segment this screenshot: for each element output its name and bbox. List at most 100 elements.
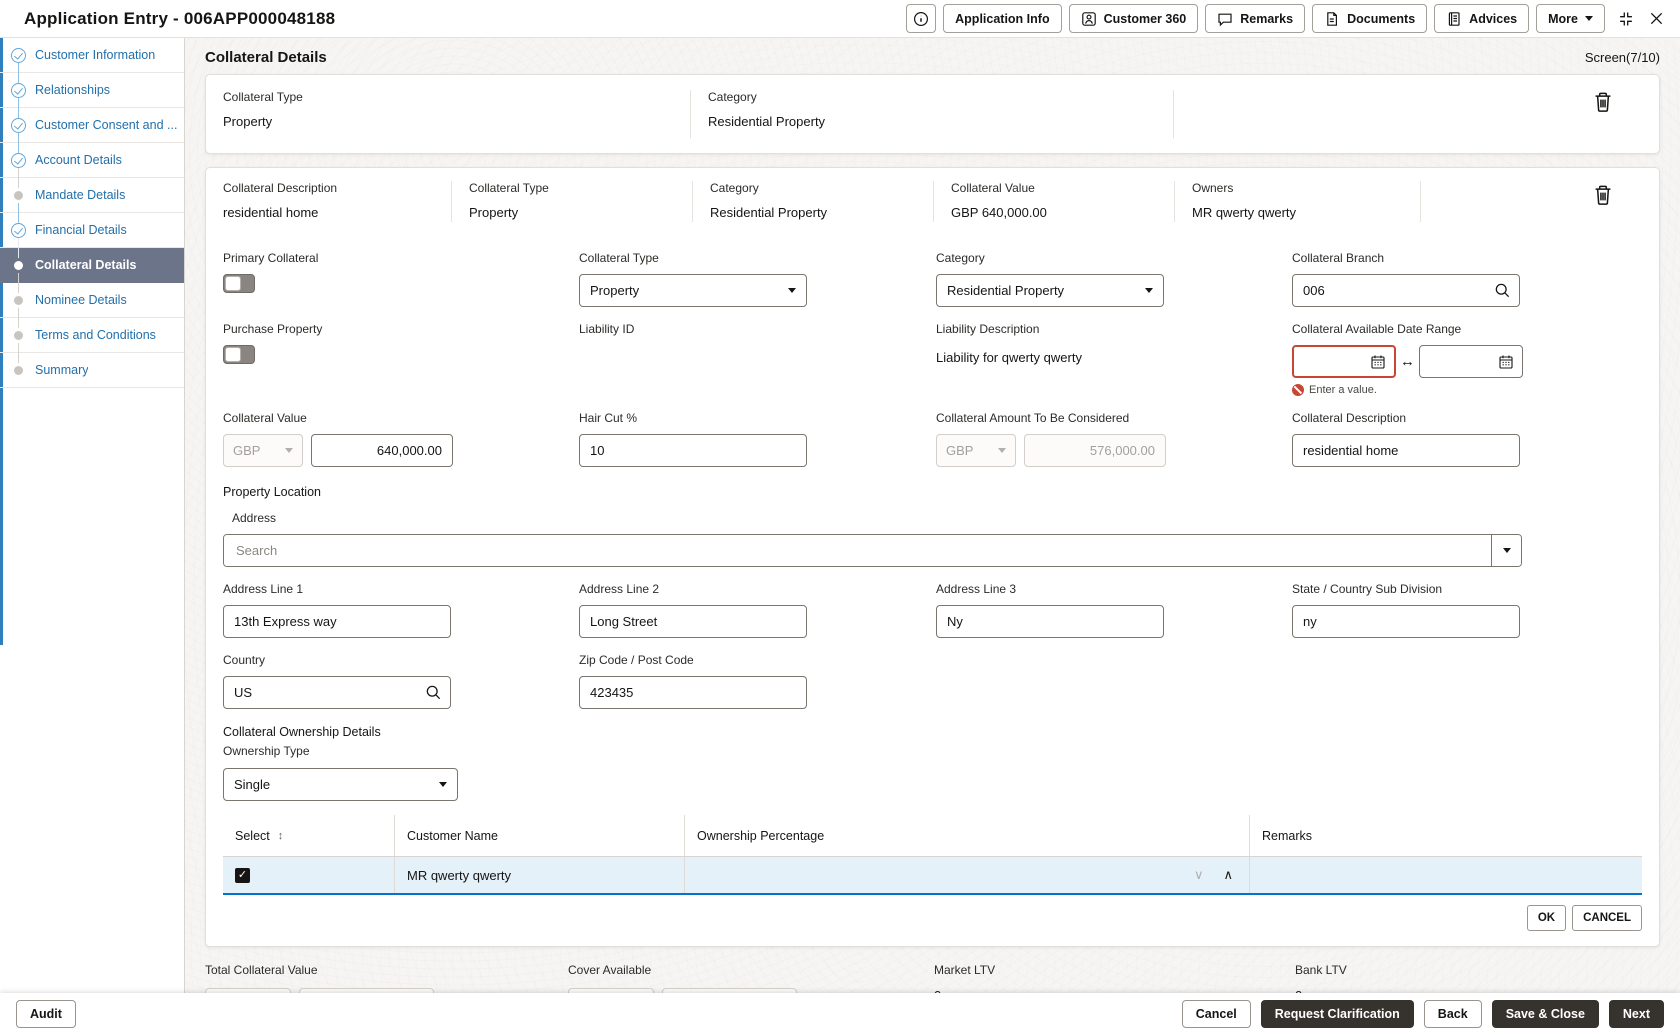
- collateral-type-label: Collateral Type: [579, 251, 659, 265]
- search-icon[interactable]: [1494, 282, 1511, 299]
- primary-collateral-toggle[interactable]: [223, 274, 255, 293]
- info-button[interactable]: [906, 4, 937, 33]
- search-icon[interactable]: [425, 684, 442, 701]
- chevron-down-icon: [788, 288, 796, 293]
- close-button[interactable]: [1647, 9, 1666, 28]
- advices-label: Advices: [1469, 11, 1518, 26]
- step-todo-icon: [11, 365, 26, 375]
- next-button[interactable]: Next: [1608, 1000, 1664, 1028]
- address-label: Address: [232, 511, 277, 525]
- sidebar-item-label: Customer Information: [35, 48, 156, 62]
- zip-input[interactable]: [579, 676, 807, 709]
- sidebar-item-collateral-details[interactable]: Collateral Details: [0, 238, 184, 283]
- total-currency-select: GBP: [205, 988, 291, 993]
- collateral-value-input[interactable]: [311, 434, 453, 467]
- chevron-down-icon[interactable]: ∨: [1193, 867, 1204, 882]
- collateral-value-currency-select: GBP: [223, 434, 303, 467]
- sidebar-item-mandate-details[interactable]: Mandate Details: [0, 168, 184, 213]
- documents-icon: [1324, 11, 1340, 27]
- delete-collateral-button[interactable]: [1592, 183, 1614, 207]
- sort-icon[interactable]: ↕: [277, 830, 284, 842]
- address-line3-input[interactable]: [936, 605, 1164, 638]
- market-ltv-label: Market LTV: [934, 963, 996, 977]
- column-header-label: Remarks: [1262, 829, 1313, 843]
- address-dropdown-button[interactable]: [1491, 535, 1521, 566]
- country-field: [223, 676, 451, 709]
- save-and-close-button[interactable]: Save & Close: [1491, 1000, 1599, 1028]
- advices-button[interactable]: Advices: [1434, 4, 1530, 33]
- sidebar-item-nominee-details[interactable]: Nominee Details: [0, 273, 184, 318]
- ownership-type-select[interactable]: Single: [223, 768, 458, 801]
- table-row[interactable]: ✓ MR qwerty qwerty ∨ ∧: [223, 857, 1642, 895]
- collateral-branch-input[interactable]: [1293, 275, 1494, 306]
- step-done-icon: [11, 152, 26, 168]
- address-line2-label: Address Line 2: [579, 582, 660, 596]
- address-line1-input[interactable]: [223, 605, 451, 638]
- calendar-icon[interactable]: [1370, 354, 1386, 370]
- field-value: Property: [469, 205, 519, 220]
- cover-available-input: [662, 988, 797, 993]
- collateral-description-input[interactable]: [1292, 434, 1520, 467]
- sidebar-item-customer-consent[interactable]: Customer Consent and ...: [0, 98, 184, 143]
- cancel-ownership-button[interactable]: CANCEL: [1572, 905, 1642, 931]
- column-header-label: Ownership Percentage: [697, 829, 825, 843]
- address-search-input[interactable]: [224, 535, 1491, 566]
- delete-collateral-button[interactable]: [1592, 90, 1614, 114]
- ok-button[interactable]: OK: [1526, 905, 1567, 931]
- liability-description-label: Liability Description: [936, 322, 1040, 336]
- more-label: More: [1548, 11, 1578, 26]
- category-select[interactable]: Residential Property: [936, 274, 1164, 307]
- collateral-detail-card: Collateral Description residential home …: [205, 167, 1660, 947]
- request-clarification-button[interactable]: Request Clarification: [1260, 1000, 1414, 1028]
- sidebar-item-account-details[interactable]: Account Details: [0, 133, 184, 178]
- step-done-icon: [11, 47, 26, 63]
- sidebar-item-terms-and-conditions[interactable]: Terms and Conditions: [0, 308, 184, 353]
- cancel-button[interactable]: Cancel: [1181, 1000, 1251, 1028]
- hair-cut-input[interactable]: [579, 434, 807, 467]
- chevron-up-icon[interactable]: ∧: [1223, 867, 1233, 882]
- date-to-input[interactable]: [1419, 345, 1523, 378]
- row-checkbox-checked[interactable]: ✓: [235, 867, 250, 883]
- audit-button[interactable]: Audit: [16, 1000, 76, 1028]
- selected-value: Residential Property: [947, 283, 1065, 298]
- documents-label: Documents: [1347, 11, 1416, 26]
- application-info-button[interactable]: Application Info: [943, 4, 1062, 33]
- collateral-summary-card: Collateral Type Property Category Reside…: [205, 74, 1660, 154]
- purchase-property-toggle[interactable]: [223, 345, 255, 364]
- step-done-icon: [11, 82, 26, 98]
- close-icon: [1649, 11, 1664, 26]
- chevron-down-icon: [285, 448, 293, 453]
- date-from-input[interactable]: [1292, 345, 1396, 378]
- customer-name-cell: MR qwerty qwerty: [394, 857, 684, 893]
- state-input[interactable]: [1292, 605, 1520, 638]
- calendar-icon[interactable]: [1498, 354, 1514, 370]
- collateral-type-select[interactable]: Property: [579, 274, 807, 307]
- sidebar-item-customer-information[interactable]: Customer Information: [0, 38, 184, 73]
- address-line2-input[interactable]: [579, 605, 807, 638]
- advices-icon: [1446, 11, 1462, 27]
- app-header: Application Entry - 006APP000048188 Appl…: [0, 0, 1680, 38]
- sidebar-item-summary[interactable]: Summary: [0, 343, 184, 388]
- resize-button[interactable]: [1616, 9, 1636, 29]
- collateral-branch-field: [1292, 274, 1520, 307]
- market-ltv-value: 0: [934, 988, 1295, 993]
- date-range-label: Collateral Available Date Range: [1292, 322, 1462, 336]
- field-value: Property: [223, 114, 273, 129]
- step-done-icon: [11, 117, 26, 133]
- ownership-percentage-cell: ∨ ∧: [684, 857, 1249, 893]
- total-collateral-value-label: Total Collateral Value: [205, 963, 318, 977]
- collateral-value-label: Collateral Value: [223, 411, 307, 425]
- back-button[interactable]: Back: [1423, 1000, 1482, 1028]
- liability-description-value: Liability for qwerty qwerty: [936, 350, 1082, 365]
- sidebar-item-relationships[interactable]: Relationships: [0, 63, 184, 108]
- stepper-progress-line: [0, 38, 3, 645]
- documents-button[interactable]: Documents: [1312, 4, 1428, 33]
- customer-360-button[interactable]: Customer 360: [1068, 4, 1199, 33]
- country-input[interactable]: [224, 677, 425, 708]
- field-label: Collateral Description: [223, 181, 338, 195]
- field-label: Owners: [1192, 181, 1234, 195]
- column-header-ownership-percentage: Ownership Percentage: [684, 815, 1249, 856]
- sidebar-item-financial-details[interactable]: Financial Details: [0, 203, 184, 248]
- more-button[interactable]: More: [1536, 4, 1605, 33]
- remarks-button[interactable]: Remarks: [1205, 4, 1306, 33]
